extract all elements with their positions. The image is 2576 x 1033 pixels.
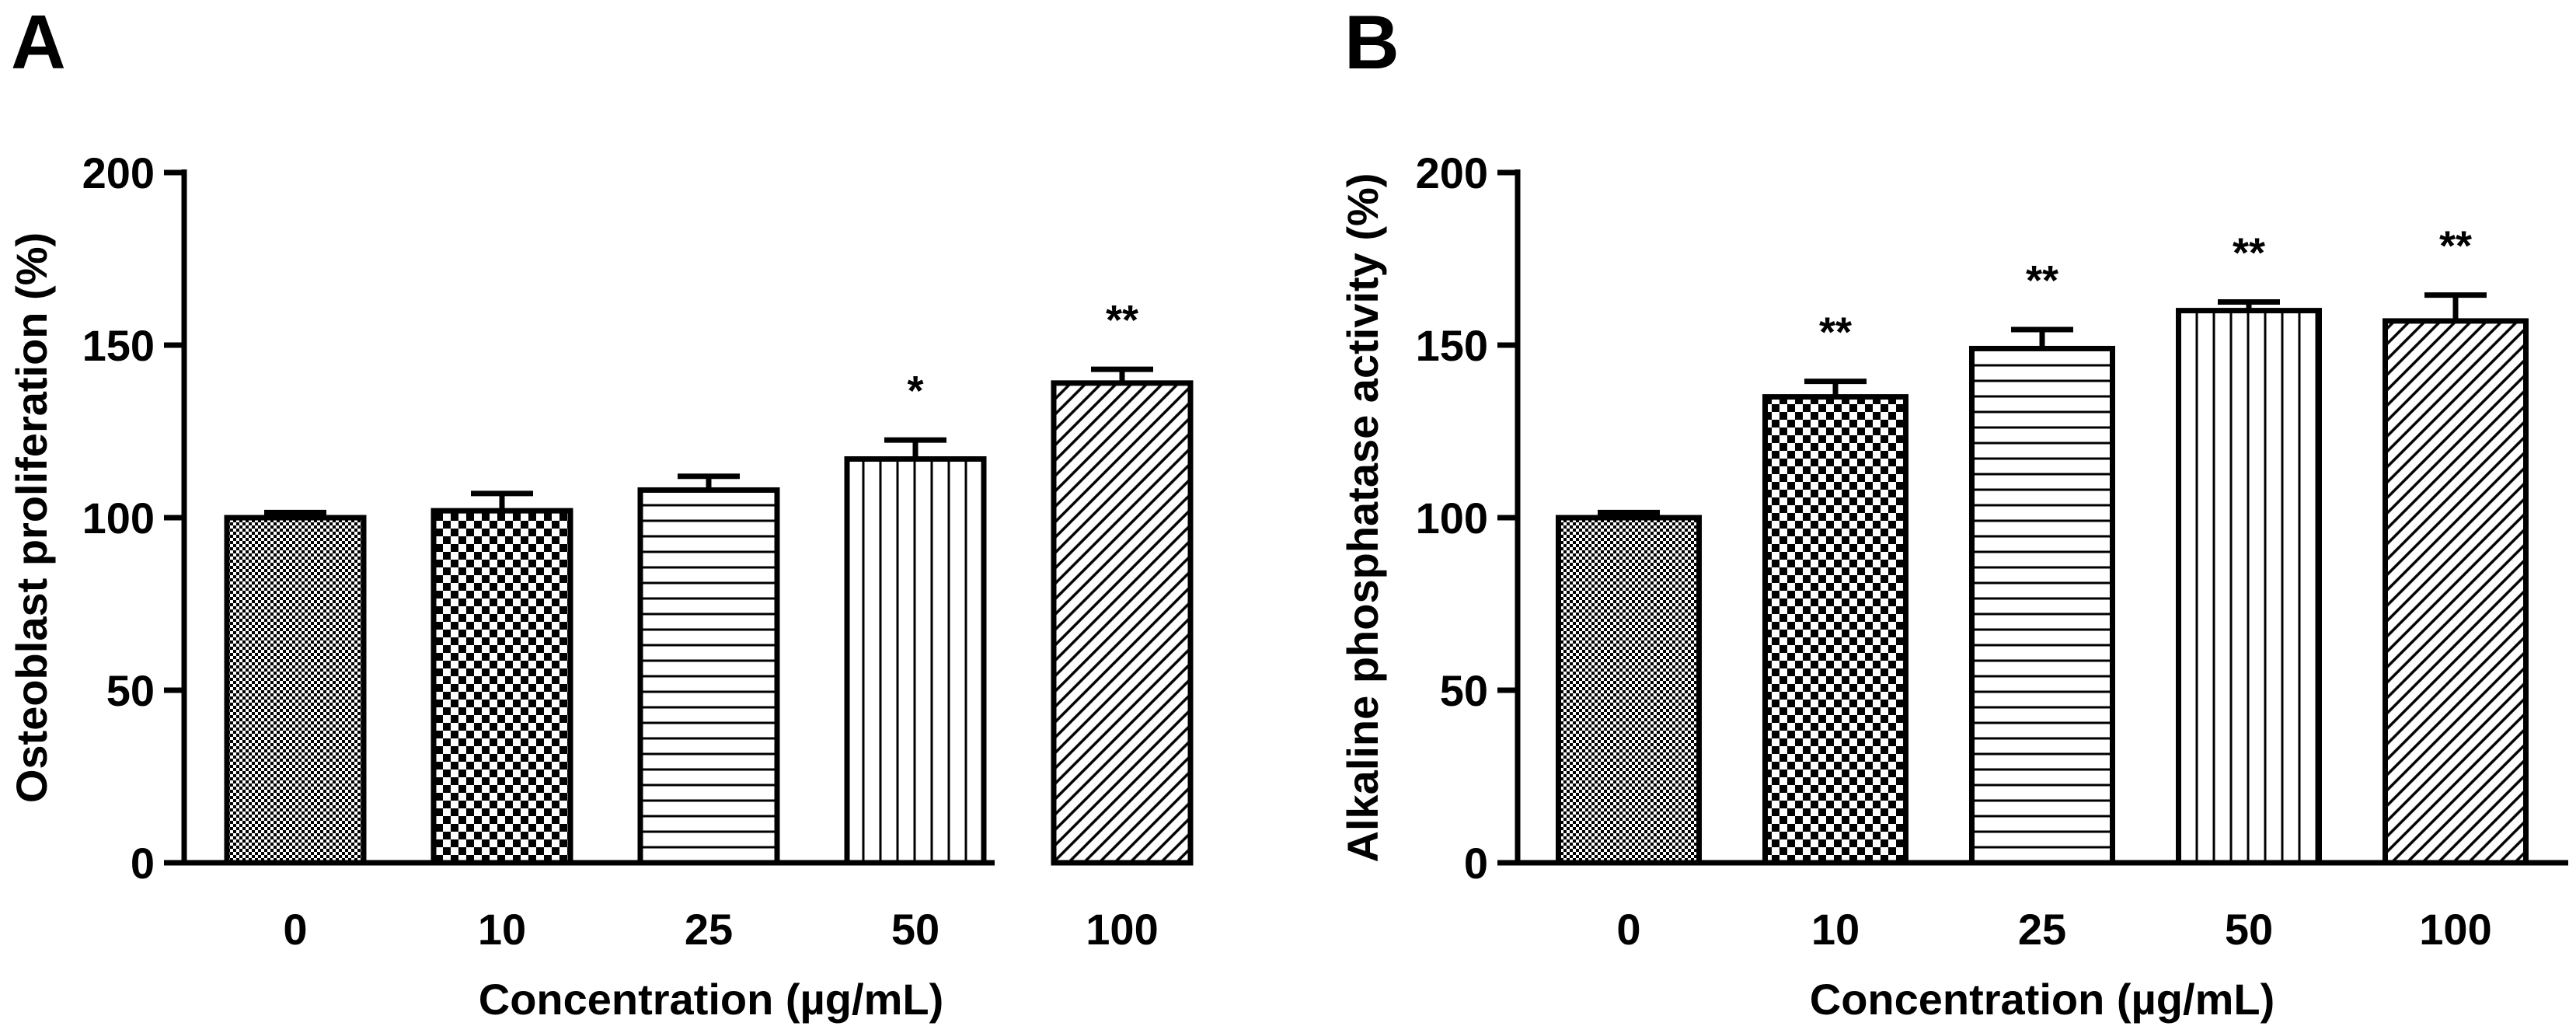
x-tick-label: 10 xyxy=(1811,905,1860,954)
significance-label: ** xyxy=(2233,230,2265,277)
x-tick-label: 50 xyxy=(891,905,939,954)
x-tick-label: 100 xyxy=(1086,905,1158,954)
x-tick-label: 0 xyxy=(283,905,307,954)
x-tick-label: 0 xyxy=(1616,905,1640,954)
y-tick-label: 50 xyxy=(1440,666,1488,715)
y-tick-label: 0 xyxy=(131,839,155,888)
significance-label: ** xyxy=(1819,309,1852,356)
x-tick-label: 25 xyxy=(2018,905,2066,954)
y-tick-label: 200 xyxy=(82,148,155,197)
bar-0 xyxy=(1556,515,1702,866)
panel-label: B xyxy=(1344,0,1400,85)
x-tick-label: 50 xyxy=(2225,905,2273,954)
y-tick-label: 100 xyxy=(1416,494,1488,543)
y-axis-title: Osteoblast proliferation (%) xyxy=(7,232,56,803)
y-tick-label: 50 xyxy=(106,666,155,715)
y-tick-label: 0 xyxy=(1464,839,1488,888)
bar-10 xyxy=(430,508,573,866)
bar-100 xyxy=(1051,380,1194,866)
y-tick-label: 150 xyxy=(1416,321,1488,370)
bar-50 xyxy=(2176,308,2322,866)
x-axis-title: Concentration (µg/mL) xyxy=(1810,975,2274,1024)
bar-100 xyxy=(2383,318,2529,866)
x-axis-title: Concentration (µg/mL) xyxy=(479,975,943,1024)
bar-25 xyxy=(637,487,780,866)
y-tick-label: 150 xyxy=(82,321,155,370)
bar-25 xyxy=(1969,345,2115,866)
significance-label: ** xyxy=(2439,223,2472,270)
bar-10 xyxy=(1762,394,1908,866)
x-tick-label: 25 xyxy=(685,905,733,954)
bar-0 xyxy=(224,515,367,866)
y-tick-label: 100 xyxy=(82,494,155,543)
panel-label: A xyxy=(11,0,66,85)
significance-label: ** xyxy=(2026,257,2058,304)
panel-b: B Alkaline phosphatase activity (%) Concen… xyxy=(1338,0,2568,1024)
significance-label: ** xyxy=(1106,297,1138,344)
x-tick-label: 10 xyxy=(478,905,526,954)
y-tick-label: 200 xyxy=(1416,148,1488,197)
y-axis-title: Alkaline phosphatase activity (%) xyxy=(1338,173,1387,863)
panel-a: A Osteoblast proliferation (%) Concentrati… xyxy=(7,0,1194,1024)
significance-label: * xyxy=(907,368,923,414)
bar-50 xyxy=(844,456,987,866)
x-tick-label: 100 xyxy=(2419,905,2491,954)
